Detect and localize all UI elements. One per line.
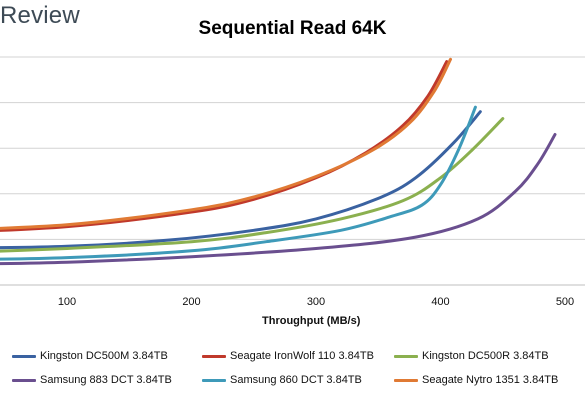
legend-item: Samsung 860 DCT 3.84TB bbox=[202, 374, 362, 386]
x-tick-label: 300 bbox=[307, 296, 325, 308]
series-line-5 bbox=[0, 105, 477, 261]
x-tick-label: 400 bbox=[431, 296, 449, 308]
legend-swatch bbox=[202, 378, 226, 382]
legend-label: Samsung 883 DCT 3.84TB bbox=[40, 374, 172, 386]
legend: Kingston DC500M 3.84TB Seagate IronWolf 1… bbox=[0, 344, 585, 401]
legend-swatch bbox=[12, 378, 36, 382]
legend-label: Seagate IronWolf 110 3.84TB bbox=[230, 350, 374, 362]
series-line-6 bbox=[0, 57, 452, 230]
legend-swatch bbox=[394, 378, 418, 382]
chart-title: Sequential Read 64K bbox=[198, 18, 387, 39]
series-line-4 bbox=[0, 133, 557, 266]
series-line-1 bbox=[0, 110, 482, 250]
brand-logo-text: Review bbox=[0, 2, 80, 29]
series-lines bbox=[0, 57, 557, 266]
legend-item: Samsung 883 DCT 3.84TB bbox=[12, 374, 172, 386]
chart-plot-area: 100 200 300 400 500 bbox=[0, 56, 585, 308]
legend-label: Kingston DC500R 3.84TB bbox=[422, 350, 549, 362]
legend-label: Seagate Nytro 1351 3.84TB bbox=[422, 374, 559, 386]
x-tick-label: 100 bbox=[58, 296, 76, 308]
x-tick-labels: 100 200 300 400 500 bbox=[58, 296, 574, 308]
series-line-3 bbox=[0, 117, 505, 253]
x-tick-label: 500 bbox=[556, 296, 574, 308]
legend-item: Kingston DC500M 3.84TB bbox=[12, 350, 168, 362]
x-tick-label: 200 bbox=[182, 296, 200, 308]
legend-item: Seagate Nytro 1351 3.84TB bbox=[394, 374, 558, 386]
legend-swatch bbox=[202, 354, 226, 358]
legend-label: Samsung 860 DCT 3.84TB bbox=[230, 374, 362, 386]
legend-swatch bbox=[12, 354, 36, 358]
x-axis-label: Throughput (MB/s) bbox=[262, 315, 361, 327]
legend-label: Kingston DC500M 3.84TB bbox=[40, 350, 168, 362]
legend-item: Seagate IronWolf 110 3.84TB bbox=[202, 350, 374, 362]
series-line-2 bbox=[0, 60, 449, 232]
legend-swatch bbox=[394, 354, 418, 358]
legend-item: Kingston DC500R 3.84TB bbox=[394, 350, 549, 362]
